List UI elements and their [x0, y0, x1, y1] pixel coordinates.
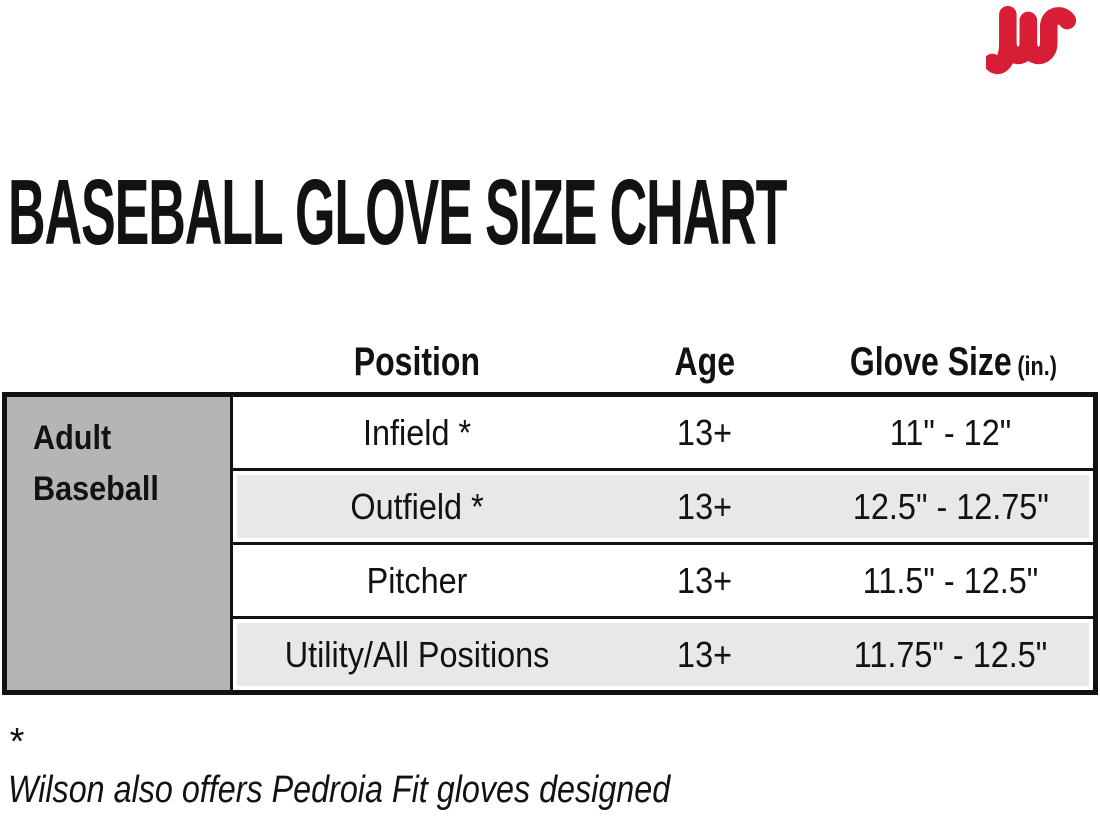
- size-table: Position Age Glove Size (in.) Adult Baseb…: [2, 332, 1098, 695]
- table-row-infield: Infield * 13+ 11" - 12": [233, 397, 1093, 468]
- glove-size-label: Glove Size: [849, 339, 1012, 384]
- footnote-asterisk: *: [8, 721, 23, 763]
- cell-position: Infield *: [362, 411, 472, 453]
- table-row-utility: Utility/All Positions 13+ 11.75" - 12.5": [233, 616, 1093, 690]
- column-header-glove-size: Glove Size (in.): [808, 340, 1098, 385]
- column-header-position: Position: [353, 339, 481, 384]
- table-row-pitcher: Pitcher 13+ 11.5" - 12.5": [233, 542, 1093, 616]
- row-group-label-adult-baseball: Adult Baseball: [7, 397, 233, 690]
- cell-glove-size: 11.75" - 12.5": [853, 633, 1048, 675]
- table-rows: Infield * 13+ 11" - 12" Outfield * 13+ 1…: [233, 397, 1093, 690]
- cell-glove-size: 11" - 12": [889, 411, 1012, 453]
- glove-size-unit: (in.): [1016, 350, 1057, 381]
- cell-age: 13+: [677, 633, 732, 675]
- cell-position: Outfield *: [350, 485, 484, 527]
- footnote: * Wilson also offers Pedroia Fit gloves …: [8, 718, 787, 821]
- cell-glove-size: 11.5" - 12.5": [862, 559, 1039, 601]
- cell-age: 13+: [677, 559, 732, 601]
- cell-age: 13+: [677, 411, 732, 453]
- cell-position: Utility/All Positions: [284, 633, 550, 675]
- column-header-age: Age: [674, 339, 735, 384]
- wilson-logo-icon: [986, 5, 1077, 75]
- table-row-outfield: Outfield * 13+ 12.5" - 12.75": [233, 468, 1093, 542]
- table-header-row: Position Age Glove Size (in.): [233, 332, 1098, 392]
- cell-age: 13+: [677, 485, 732, 527]
- cell-glove-size: 12.5" - 12.75": [852, 485, 1049, 527]
- footnote-line-1: Wilson also offers Pedroia Fit gloves de…: [8, 769, 671, 811]
- footnote-line-2: for a more snug fit for smaller hands: [8, 814, 670, 821]
- page-title: BASEBALL GLOVE SIZE CHART: [8, 160, 787, 264]
- table-grid: Adult Baseball Infield * 13+ 11" - 12" O…: [2, 392, 1098, 695]
- cell-position: Pitcher: [366, 559, 468, 601]
